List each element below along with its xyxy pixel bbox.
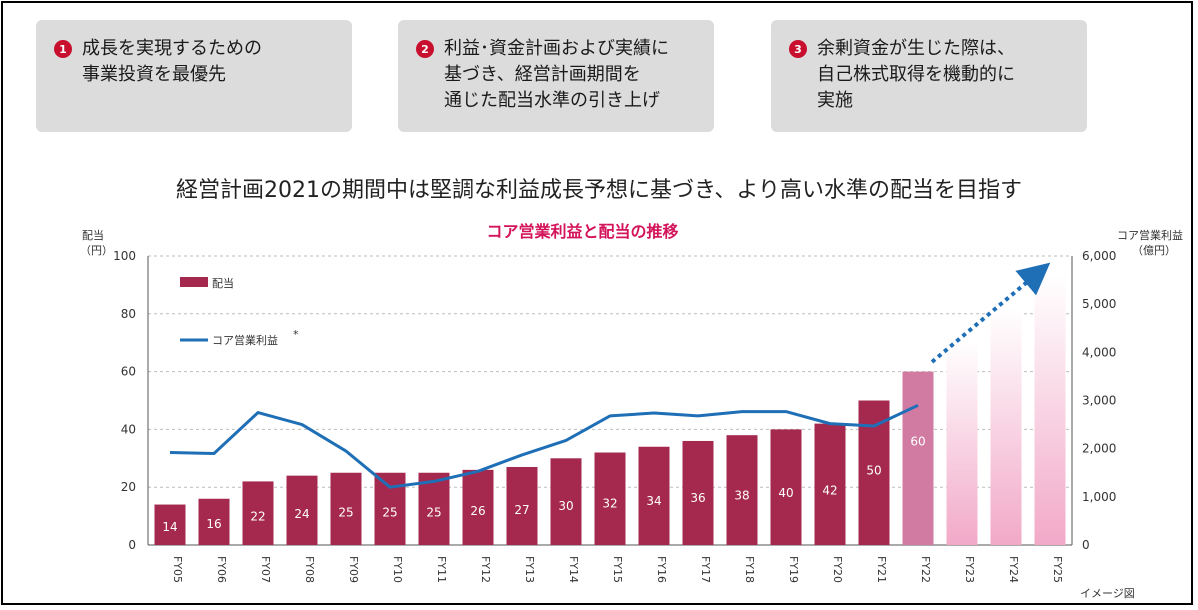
dividend-bar	[242, 481, 274, 545]
right-axis-unit: （億円）	[1132, 244, 1176, 257]
chart-title: コア営業利益と配当の推移	[486, 222, 679, 241]
dividend-bar	[418, 472, 450, 545]
core-profit-line	[169, 403, 919, 489]
dividend-bar-label: 60	[910, 435, 925, 449]
right-axis-tick-label: 6,000	[1082, 249, 1116, 263]
dividend-bar	[594, 452, 626, 545]
dividend-bar-label: 38	[734, 489, 749, 503]
right-axis-tick-label: 4,000	[1082, 345, 1116, 359]
dividend-bar	[330, 472, 362, 545]
legend-bar-label: 配当	[212, 276, 234, 290]
dividend-bar-label: 16	[206, 517, 221, 531]
left-axis-tick-label: 80	[121, 307, 136, 321]
policy-card-2: 2 利益･資金計画および実績に 基づき、経営計画期間を 通じた配当水準の引き上げ	[398, 20, 714, 132]
image-bar	[1034, 275, 1066, 545]
x-tick-label: FY15	[611, 556, 624, 583]
x-tick-label: FY20	[831, 556, 844, 583]
x-tick-label: FY10	[391, 556, 404, 583]
left-axis-tick-label: 20	[121, 480, 136, 494]
dividend-bar-label: 25	[338, 505, 353, 519]
right-axis-tick-label: 0	[1082, 538, 1090, 552]
dividend-bar	[902, 371, 934, 545]
dividend-bar-label: 26	[470, 504, 485, 518]
legend-line-label: コア営業利益	[212, 333, 278, 347]
policy-text-2: 利益･資金計画および実績に 基づき、経営計画期間を 通じた配当水準の引き上げ	[444, 38, 669, 111]
dividend-bar	[154, 504, 186, 545]
trend-arrow	[930, 262, 1051, 364]
policy-card-3: 3 余剰資金が生じた際は、 自己株式取得を機動的に 実施	[771, 20, 1087, 132]
x-tick-label: FY17	[699, 556, 712, 583]
dividend-bar	[770, 429, 802, 545]
x-tick-label: FY11	[435, 556, 448, 583]
right-axis-tick-label: 1,000	[1082, 490, 1116, 504]
left-axis-tick-label: 60	[121, 365, 136, 379]
x-tick-label: FY08	[303, 556, 316, 583]
dividend-bar	[286, 475, 318, 545]
dividend-bar	[462, 469, 494, 545]
x-tick-label: FY21	[875, 556, 888, 583]
dividend-bar	[814, 423, 846, 545]
x-tick-label: FY23	[963, 556, 976, 583]
dividend-bar	[550, 458, 582, 545]
x-tick-label: FY18	[743, 556, 756, 583]
dividend-bar-label: 24	[294, 507, 309, 521]
x-tick-label: FY12	[479, 556, 492, 583]
dividend-bar	[198, 498, 230, 545]
dividend-bar-label: 14	[162, 520, 177, 534]
x-tick-label: FY06	[215, 556, 228, 583]
dividend-bar-label: 32	[602, 496, 617, 510]
policy-text-1: 成長を実現するための 事業投資を最優先	[82, 38, 262, 85]
right-axis-tick-label: 2,000	[1082, 442, 1116, 456]
x-tick-label: FY09	[347, 556, 360, 583]
headline: 経営計画2021の期間中は堅調な利益成長予想に基づき、より高い水準の配当を目指す	[175, 178, 1022, 203]
left-axis-unit: （円）	[80, 244, 113, 257]
x-tick-label: FY19	[787, 556, 800, 583]
x-tick-label: FY16	[655, 556, 668, 583]
dividend-bar-label: 40	[778, 486, 793, 500]
right-axis-label: コア営業利益	[1117, 228, 1183, 242]
dividend-bar-label: 50	[866, 464, 881, 478]
left-axis-tick-label: 100	[113, 249, 136, 263]
image-bar	[990, 308, 1022, 545]
x-tick-label: FY22	[919, 556, 932, 583]
dividend-bar	[638, 446, 670, 545]
right-axis-tick-label: 3,000	[1082, 394, 1116, 408]
right-axis-tick-label: 5,000	[1082, 297, 1116, 311]
legend-bar-swatch	[180, 277, 208, 287]
dividend-bar-label: 25	[382, 505, 397, 519]
dividend-bar-label: 30	[558, 499, 573, 513]
policy-number-2: 2	[416, 40, 434, 58]
dividend-bar-label: 34	[646, 494, 661, 508]
policy-card-1: 1 成長を実現するための 事業投資を最優先	[36, 20, 352, 132]
x-tick-label: FY13	[523, 556, 536, 583]
dividend-bar-label: 27	[514, 503, 529, 517]
left-axis-tick-label: 0	[128, 538, 136, 552]
dividend-bar	[682, 440, 714, 545]
x-tick-label: FY07	[259, 556, 272, 583]
left-axis-label: 配当	[82, 228, 104, 242]
image-note: イメージ図	[1080, 587, 1135, 600]
dividend-bar	[726, 435, 758, 545]
policy-text-3: 余剰資金が生じた際は、 自己株式取得を機動的に 実施	[817, 38, 1015, 111]
image-bar	[946, 342, 978, 545]
x-tick-label: FY24	[1007, 556, 1020, 583]
left-axis-tick-label: 40	[121, 422, 136, 436]
dividend-bar-label: 36	[690, 491, 705, 505]
dividend-bar-label: 25	[426, 505, 441, 519]
policy-number-1: 1	[54, 40, 72, 58]
legend-line-marker: *	[293, 328, 299, 341]
dividend-bar-label: 42	[822, 483, 837, 497]
policy-number-3: 3	[789, 40, 807, 58]
dividend-bar	[506, 466, 538, 545]
dividend-bar-label: 22	[250, 509, 265, 523]
x-tick-label: FY14	[567, 556, 580, 583]
x-tick-label: FY25	[1051, 556, 1064, 583]
x-tick-label: FY05	[171, 556, 184, 583]
